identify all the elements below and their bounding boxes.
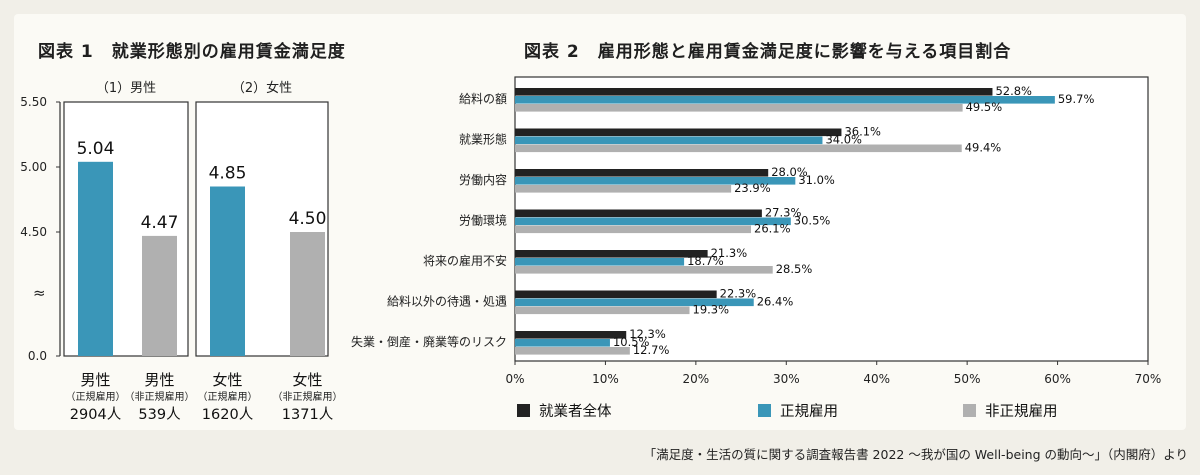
chart2-bar <box>515 185 732 193</box>
chart1-sample-size: 539人 <box>138 406 180 423</box>
chart1-category-label: 女性 <box>292 371 322 389</box>
chart2-bar <box>515 144 962 153</box>
chart2-bar <box>515 331 627 339</box>
chart2-bar-value: 28.0% <box>771 165 808 179</box>
chart2-bar <box>515 96 1055 104</box>
chart2-bar <box>515 136 823 145</box>
chart2-bar-value: 30.5% <box>794 214 831 228</box>
chart2-bar <box>515 209 762 218</box>
chart1-category-sub: （正規雇用） <box>198 390 258 403</box>
chart2-x-tick-label: 60% <box>1044 372 1071 386</box>
chart2-bar-value: 28.5% <box>776 262 813 276</box>
chart2-legend-swatch <box>517 404 530 417</box>
chart2-bar <box>515 339 610 347</box>
chart2-x-tick-label: 50% <box>954 372 981 386</box>
chart1-category-label: 女性 <box>212 371 242 389</box>
chart2-title: 図表 2 雇用形態と雇用賃金満足度に影響を与える項目割合 <box>524 42 1012 62</box>
chart2-category-label: 就業形態 <box>459 132 507 147</box>
chart2-bar-value: 52.8% <box>995 84 1032 98</box>
chart2-bar-value: 26.1% <box>754 222 791 236</box>
source-caption: 「満足度・生活の質に関する調査報告書 2022 〜我が国の Well-being… <box>643 447 1188 462</box>
chart1-bar-value: 4.85 <box>209 164 247 184</box>
chart2-bar-value: 26.4% <box>757 295 794 309</box>
chart2-legend-swatch <box>758 404 771 417</box>
chart2-bar-value: 12.7% <box>633 343 670 357</box>
chart2-bar-value: 22.3% <box>720 287 757 301</box>
chart1-bar <box>210 186 245 356</box>
chart2-bar-value: 59.7% <box>1058 92 1095 106</box>
chart1-category-sub: （非正規雇用） <box>125 390 195 403</box>
chart2-bar-value: 12.3% <box>629 327 666 341</box>
chart2-bar <box>515 258 685 266</box>
chart1-bar-value: 5.04 <box>77 139 115 159</box>
chart1-category-sub: （正規雇用） <box>66 390 126 403</box>
chart2-legend-label: 就業者全体 <box>539 402 612 420</box>
chart1-bar-value: 4.47 <box>141 213 179 233</box>
chart1-bar <box>78 161 113 356</box>
chart2-bar-value: 19.3% <box>693 303 730 317</box>
chart1-y-tick-label: 5.50 <box>20 95 47 109</box>
chart2-bar-value: 10.5% <box>613 335 650 349</box>
chart2-legend-swatch <box>963 404 976 417</box>
chart2-x-tick-label: 20% <box>683 372 710 386</box>
chart2-x-tick-label: 70% <box>1135 372 1162 386</box>
chart1-axis-break: ≈ <box>33 284 46 302</box>
chart2-bar-value: 34.0% <box>825 133 862 147</box>
chart2-category-label: 労働環境 <box>459 213 507 228</box>
chart1-category-label: 男性 <box>144 371 174 389</box>
chart1-bar <box>142 235 177 356</box>
chart2-bar <box>515 128 842 137</box>
chart2-category-label: 将来の雇用不安 <box>423 253 507 268</box>
chart2-category-label: 給料の額 <box>459 92 507 106</box>
chart2-bar <box>515 104 963 112</box>
chart2-bar-value: 18.7% <box>687 254 724 268</box>
chart1-sample-size: 1371人 <box>282 406 333 423</box>
chart2-x-tick-label: 10% <box>592 372 619 386</box>
chart1-bar-value: 4.50 <box>289 209 327 229</box>
chart2-x-tick-label: 30% <box>773 372 800 386</box>
chart2-x-tick-label: 0% <box>505 372 524 386</box>
chart2-category-label: 失業・倒産・廃業等のリスク <box>351 334 507 349</box>
chart1-group-label: （1）男性 <box>96 81 156 96</box>
chart2-bar <box>515 217 791 226</box>
chart2-bar <box>515 88 993 96</box>
chart2-bar-value: 21.3% <box>711 246 748 260</box>
chart1-y-tick-label: 0.0 <box>28 349 47 363</box>
chart1-bar <box>290 232 325 356</box>
chart2-bar-value: 23.9% <box>734 181 771 195</box>
chart2-bar-value: 49.5% <box>966 100 1003 114</box>
chart2-category-label: 給料以外の待遇・処遇 <box>387 295 507 309</box>
chart2-bar <box>515 225 752 234</box>
chart2-bar <box>515 306 690 315</box>
chart2-bar <box>515 250 708 258</box>
chart2-bar <box>515 290 717 299</box>
chart1-title: 図表 1 就業形態別の雇用賃金満足度 <box>38 42 346 62</box>
chart2-bar-value: 31.0% <box>798 173 835 187</box>
chart2-bar <box>515 298 754 307</box>
chart1-sample-size: 1620人 <box>202 406 253 423</box>
chart2-bar <box>515 169 769 177</box>
chart2-bar <box>515 347 630 355</box>
chart2-category-label: 労働内容 <box>459 172 507 187</box>
chart1-category-label: 男性 <box>80 371 110 389</box>
chart2-x-tick-label: 40% <box>863 372 890 386</box>
chart2-bar-value: 36.1% <box>844 125 881 139</box>
chart1-y-tick-label: 4.50 <box>20 225 47 239</box>
chart1-y-tick-label: 5.00 <box>20 160 47 174</box>
chart2-bar <box>515 177 796 185</box>
chart1-category-sub: （非正規雇用） <box>273 390 343 403</box>
chart1-group-label: （2）女性 <box>232 80 292 96</box>
chart2-bar-value: 27.3% <box>765 206 802 220</box>
chart2-legend-label: 正規雇用 <box>780 403 838 420</box>
chart2-bar <box>515 266 773 274</box>
chart2-bar-value: 49.4% <box>965 141 1002 155</box>
chart2-legend-label: 非正規雇用 <box>985 403 1058 420</box>
chart1-sample-size: 2904人 <box>70 406 121 423</box>
